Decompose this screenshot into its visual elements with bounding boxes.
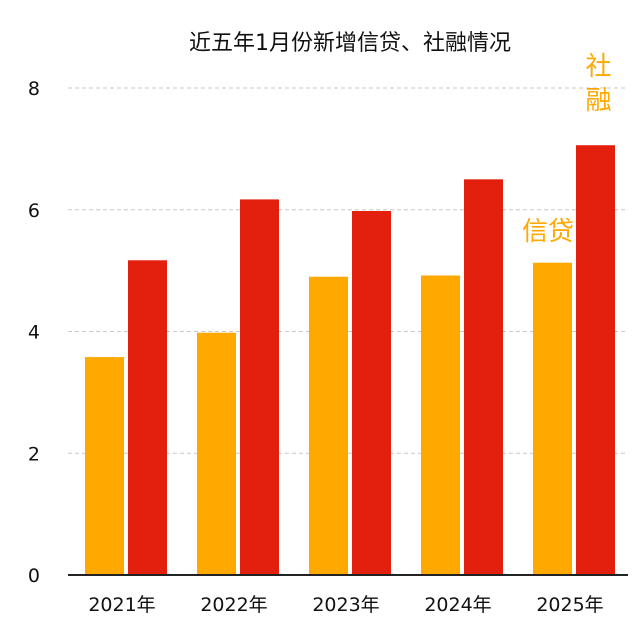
- bar-credit: [309, 276, 348, 575]
- bar-social-financing: [128, 260, 167, 575]
- x-tick-label: 2023年: [312, 594, 379, 616]
- x-tick-label: 2022年: [200, 594, 267, 616]
- x-tick-label: 2021年: [88, 594, 155, 616]
- series-label-credit: 信贷: [522, 217, 574, 247]
- bar-social-financing: [464, 179, 503, 575]
- bar-credit: [421, 275, 460, 575]
- x-tick-label: 2025年: [536, 594, 603, 616]
- y-tick-label: 4: [28, 322, 40, 344]
- bar-social-financing: [240, 199, 279, 575]
- x-tick-label: 2024年: [424, 594, 491, 616]
- y-tick-label: 6: [28, 200, 40, 222]
- bar-credit: [85, 357, 124, 575]
- series-annotations: 信贷 社融: [522, 52, 611, 247]
- series-label-social-financing: 社融: [581, 52, 611, 120]
- y-axis-ticks: 0 2 4 6 8: [28, 78, 40, 587]
- y-tick-label: 2: [28, 443, 40, 465]
- chart-title: 近五年1月份新增信贷、社融情况: [189, 31, 511, 56]
- bar-credit: [197, 332, 236, 575]
- x-axis-ticks: 2021年 2022年 2023年 2024年 2025年: [88, 594, 603, 616]
- bars: [85, 145, 615, 575]
- y-tick-label: 8: [28, 78, 40, 100]
- bar-social-financing: [576, 145, 615, 575]
- bar-social-financing: [352, 210, 391, 575]
- bar-credit: [533, 262, 572, 575]
- y-tick-label: 0: [28, 565, 40, 587]
